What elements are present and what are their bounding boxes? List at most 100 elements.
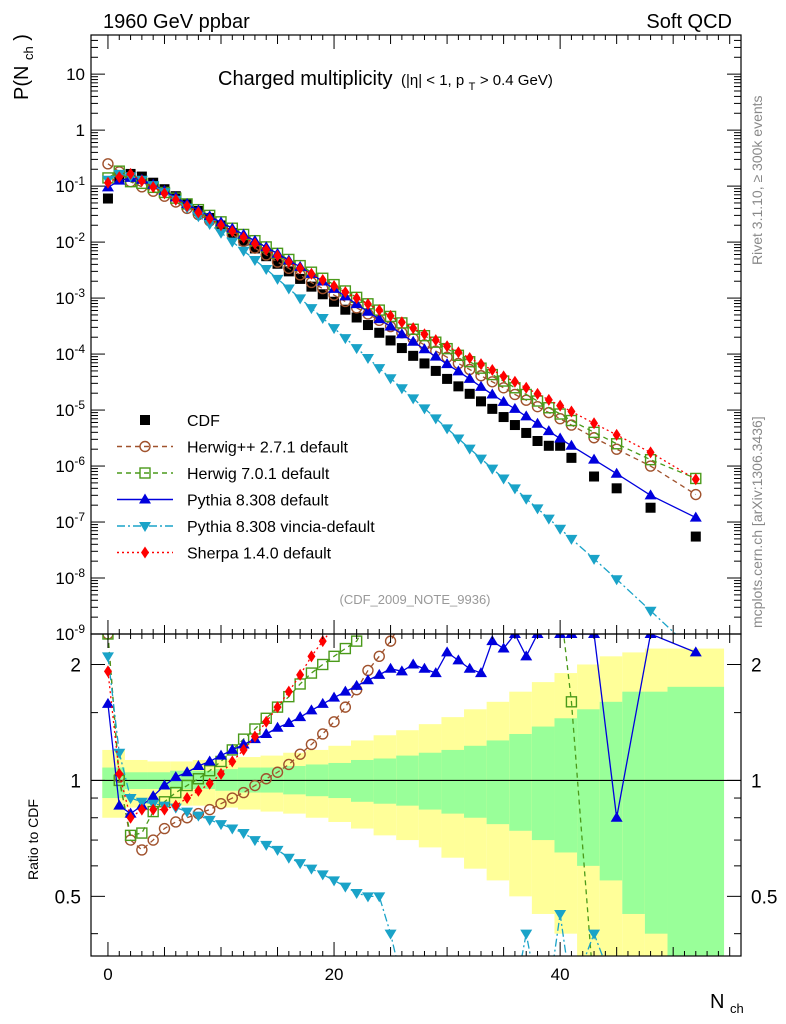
ratio-point-sherpa-1-4-0-default — [217, 767, 225, 780]
ratio-point-pythia-8-308-default — [147, 790, 160, 801]
ratio-point-herwig-2-7-1-default — [215, 798, 227, 810]
ratio-frame — [90, 633, 742, 957]
main-point-sherpa-1-4-0-default — [431, 334, 440, 347]
tick-exponent: -8 — [74, 566, 85, 580]
main-point-pythia-8-308-vincia-default — [508, 484, 521, 495]
main-point-pythia-8-308-vincia-default — [203, 220, 216, 231]
main-point-cdf — [261, 251, 272, 262]
ratio-uncertainty-bands — [91, 648, 741, 956]
band-inner — [531, 726, 555, 841]
main-point-pythia-8-308-default — [588, 453, 601, 464]
ratio-point-herwig-2-7-1-default — [249, 779, 261, 792]
ratio-point-pythia-8-308-vincia-default — [339, 882, 352, 893]
main-point-pythia-8-308-vincia-default — [463, 444, 476, 455]
main-point-sherpa-1-4-0-default — [160, 187, 169, 200]
main-point-sherpa-1-4-0-default — [217, 219, 225, 232]
main-point-pythia-8-308-vincia-default — [520, 494, 533, 505]
main-point-pythia-8-308-default — [407, 335, 420, 346]
ratio-point-herwig-2-7-1-default — [260, 773, 272, 785]
main-point-cdf — [487, 403, 498, 414]
legend-marker — [139, 440, 151, 453]
ratio-point-sherpa-1-4-0-default — [115, 767, 124, 780]
main-point-pythia-8-308-vincia-default — [282, 284, 295, 295]
main-point-pythia-8-308-vincia-default — [215, 228, 227, 239]
ratio-point-herwig-7-0-1-default — [192, 773, 205, 785]
band-inner — [622, 691, 645, 914]
main-point-sherpa-1-4-0-default — [465, 352, 474, 365]
main-point-cdf — [645, 502, 656, 513]
main-point-sherpa-1-4-0-default — [228, 225, 237, 238]
ratio-point-pythia-8-308-vincia-default — [294, 859, 307, 870]
ratio-ytick-label-right: 0.5 — [751, 887, 777, 908]
main-point-cdf — [396, 343, 407, 354]
main-point-sherpa-1-4-0-default — [171, 193, 180, 206]
main-point-sherpa-1-4-0-default — [691, 473, 700, 486]
main-point-cdf — [566, 452, 577, 463]
band-inner — [577, 709, 600, 866]
main-point-pythia-8-308-vincia-default — [486, 464, 499, 475]
main-point-pythia-8-308-default — [475, 380, 487, 391]
ratio-point-pythia-8-308-vincia-default — [226, 824, 239, 835]
main-subtitle-sub: T — [469, 81, 476, 93]
main-ytick-label: 10-2 — [55, 230, 85, 252]
ratio-ytick-label: 2 — [70, 655, 81, 676]
main-point-sherpa-1-4-0-default — [544, 393, 553, 406]
main-title: Charged multiplicity (|η| < 1, p T > 0.4… — [218, 68, 553, 94]
main-point-sherpa-1-4-0-default — [284, 256, 293, 269]
main-point-sherpa-1-4-0-default — [488, 363, 497, 376]
main-point-cdf — [611, 483, 622, 494]
ratio-point-pythia-8-308-vincia-default — [588, 929, 601, 940]
tick-exponent: -3 — [74, 286, 85, 300]
ratio-point-pythia-8-308-default — [429, 667, 442, 678]
ratio-ylabel: Ratio to CDF — [25, 799, 41, 880]
main-point-pythia-8-308-default — [497, 395, 510, 406]
ratio-point-pythia-8-308-vincia-default — [316, 870, 329, 881]
main-point-cdf — [498, 412, 509, 423]
main-point-cdf — [589, 471, 600, 482]
ratio-point-pythia-8-308-default — [520, 650, 533, 661]
legend-marker — [140, 415, 150, 425]
tick-exponent: -2 — [74, 230, 85, 244]
main-point-cdf — [340, 304, 351, 315]
ratio-point-herwig-2-7-1-default — [147, 834, 159, 846]
ratio-point-sherpa-1-4-0-default — [149, 803, 158, 816]
ratio-point-herwig-2-7-1-default — [339, 701, 352, 713]
legend-marker — [139, 522, 151, 532]
main-point-sherpa-1-4-0-default — [590, 417, 599, 430]
main-point-pythia-8-308-vincia-default — [644, 606, 657, 617]
tick-base: 10 — [55, 401, 74, 420]
main-point-pythia-8-308-vincia-default — [248, 255, 261, 266]
ratio-point-pythia-8-308-vincia-default — [237, 829, 250, 840]
ylabel-b: ) — [11, 34, 33, 41]
main-point-sherpa-1-4-0-default — [477, 358, 485, 371]
tick-exponent: -5 — [74, 398, 85, 412]
main-point-cdf — [351, 312, 362, 323]
ratio-point-herwig-7-0-1-default — [317, 658, 329, 671]
main-point-pythia-8-308-default — [463, 372, 476, 383]
main-point-cdf — [102, 193, 113, 204]
ratio-point-herwig-7-0-1-default — [565, 696, 578, 708]
main-ytick-label: 10-3 — [55, 286, 85, 308]
tick-base: 10 — [55, 233, 74, 252]
main-subtitle-a: (|η| < 1, p — [401, 72, 464, 89]
ratio-point-pythia-8-308-default — [463, 662, 476, 673]
main-point-cdf — [329, 296, 340, 307]
tick-base: 10 — [55, 289, 74, 308]
tick-exponent: -7 — [74, 510, 85, 524]
main-point-sherpa-1-4-0-default — [250, 237, 259, 250]
ratio-point-pythia-8-308-vincia-default — [373, 892, 386, 903]
main-point-cdf — [543, 440, 554, 451]
xaxis-label: N ch — [710, 991, 744, 1016]
main-point-pythia-8-308-vincia-default — [350, 344, 363, 355]
band-inner — [667, 686, 725, 956]
main-point-pythia-8-308-vincia-default — [260, 265, 273, 276]
main-point-pythia-8-308-default — [384, 320, 397, 331]
main-point-pythia-8-308-default — [373, 313, 386, 324]
main-ytick-label: 10-9 — [55, 622, 85, 644]
ratio-line-herwig-2-7-1-default — [107, 634, 396, 851]
main-point-sherpa-1-4-0-default — [454, 346, 463, 359]
ratio-point-pythia-8-308-default — [384, 662, 397, 673]
main-point-herwig-2-7-1-default — [497, 382, 510, 394]
main-point-sherpa-1-4-0-default — [612, 428, 621, 441]
